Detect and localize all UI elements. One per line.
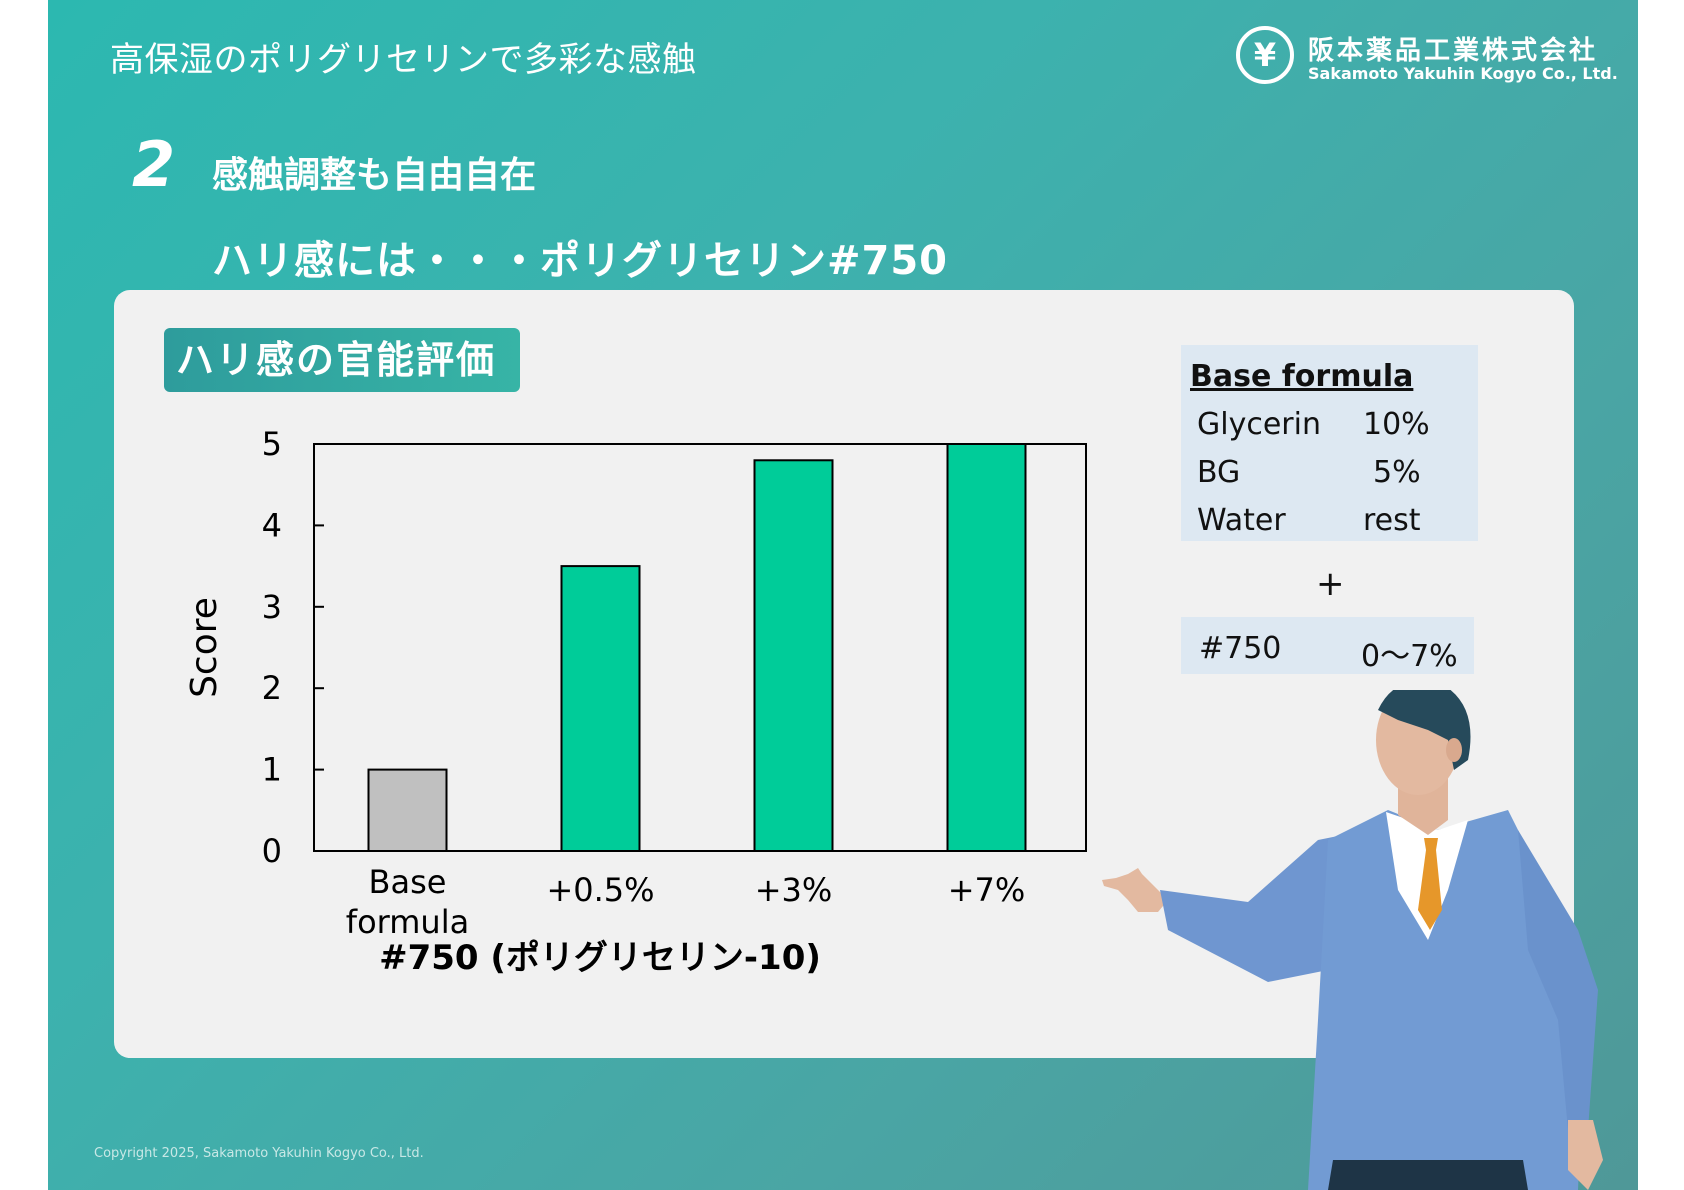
presenter-illustration (1102, 690, 1603, 1190)
bar (560, 565, 641, 852)
x-tick-label: formula (346, 903, 469, 941)
base-formula-box: Base formula Glycerin 10% BG 5% Water re… (1181, 345, 1478, 541)
presenter-right-arm (1518, 830, 1598, 1130)
x-tick-label: +7% (948, 871, 1026, 909)
formula-row-name: Water (1197, 503, 1286, 538)
logo-japanese-name: 阪本薬品工業株式会社 (1308, 36, 1599, 66)
formula-row-value: rest (1363, 503, 1421, 538)
logo-english-name: Sakamoto Yakuhin Kogyo Co., Ltd. (1308, 64, 1618, 83)
bar (946, 443, 1027, 852)
additive-name: #750 (1199, 631, 1282, 666)
formula-row-name: BG (1197, 455, 1241, 490)
plot-frame (313, 443, 1087, 852)
presenter-tie (1418, 838, 1442, 930)
additive-box: #750 0～7% (1181, 617, 1474, 674)
header-title: 高保湿のポリグリセリンで多彩な感触 (110, 40, 697, 80)
y-tick-label: 5 (262, 430, 282, 463)
y-tick-label: 0 (262, 832, 282, 870)
formula-row-name: Glycerin (1197, 407, 1321, 442)
x-axis-label: #750 (ポリグリセリン-10) (379, 938, 821, 978)
formula-row-value: 10% (1363, 407, 1430, 442)
plus-sign: + (1316, 564, 1345, 604)
y-tick-label: 2 (262, 669, 282, 707)
additive-range: 0～7% (1361, 639, 1458, 674)
slide: 高保湿のポリグリセリンで多彩な感触 ¥ 阪本薬品工業株式会社 Sakamoto … (48, 0, 1638, 1190)
presenter-hand (1102, 868, 1168, 912)
y-tick-label: 4 (262, 506, 282, 544)
logo-mark-icon: ¥ (1236, 26, 1294, 84)
presenter-jacket (1308, 810, 1588, 1190)
section-title: 感触調整も自由自在 (212, 155, 537, 196)
bar (753, 459, 834, 853)
y-tick-label: 1 (262, 751, 282, 789)
x-tick-label: +0.5% (546, 871, 654, 909)
presenter-trousers (1328, 1160, 1528, 1190)
formula-row-value: 5% (1373, 455, 1421, 490)
company-logo: ¥ 阪本薬品工業株式会社 Sakamoto Yakuhin Kogyo Co.,… (1236, 26, 1618, 90)
presenter-hair (1378, 690, 1471, 770)
section-number: 2 (132, 128, 176, 201)
section-subtitle: ハリ感には・・・ポリグリセリン#750 (212, 238, 949, 284)
formula-heading: Base formula (1190, 359, 1414, 394)
copyright-notice: Copyright 2025, Sakamoto Yakuhin Kogyo C… (94, 1146, 424, 1161)
y-tick-label: 3 (262, 588, 282, 626)
x-tick-label: +3% (755, 871, 833, 909)
x-tick-label: Base (369, 863, 447, 901)
y-axis-label: Score (184, 597, 225, 698)
svg-text:¥: ¥ (1254, 36, 1276, 74)
bar (367, 768, 448, 853)
evaluation-label: ハリ感の官能評価 (164, 328, 520, 392)
